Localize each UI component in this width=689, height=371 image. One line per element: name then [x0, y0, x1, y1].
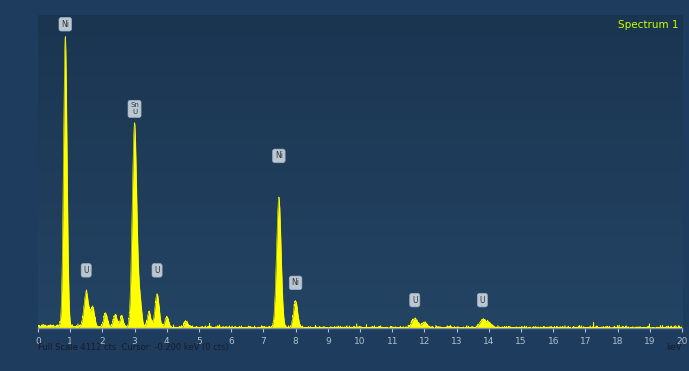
- Text: U: U: [83, 266, 89, 275]
- Text: Full Scale 4112 cts  Cursor: -0.200 keV (0 cts): Full Scale 4112 cts Cursor: -0.200 keV (…: [38, 343, 229, 352]
- Text: U: U: [480, 296, 485, 305]
- Text: Sn
U: Sn U: [130, 102, 139, 115]
- Text: Ni: Ni: [275, 151, 282, 160]
- Text: Spectrum 1: Spectrum 1: [619, 20, 679, 30]
- Text: U: U: [412, 296, 418, 305]
- Text: Ni: Ni: [61, 20, 70, 29]
- Text: Ni: Ni: [291, 278, 300, 288]
- Text: keV: keV: [666, 343, 682, 352]
- Text: U: U: [154, 266, 160, 275]
